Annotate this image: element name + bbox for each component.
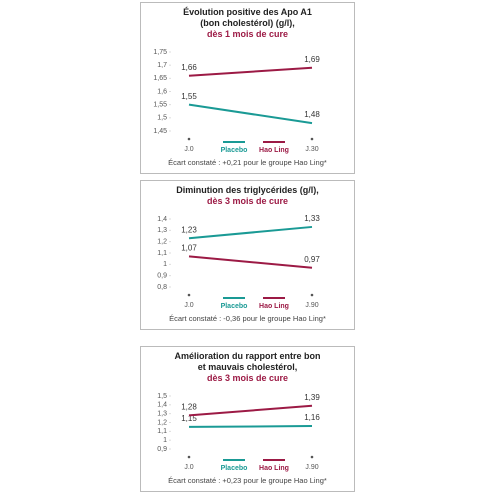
legend-label: Hao Ling <box>259 147 289 154</box>
legend-label: Hao Ling <box>259 465 289 472</box>
y-tick-label: 0,8 <box>157 284 167 291</box>
y-tick-label: 1,4 <box>157 402 167 409</box>
y-tick-label: 1,7 <box>157 62 167 69</box>
y-tick-label: 0,9 <box>157 446 167 453</box>
series-line <box>188 66 313 77</box>
chart-note: Écart constaté : -0,36 pour le groupe Ha… <box>169 314 326 323</box>
legend-label: Hao Ling <box>259 303 289 310</box>
x-tick-label: J.0 <box>184 464 193 471</box>
value-label: 1,33 <box>304 214 320 223</box>
series-line <box>188 255 313 269</box>
chart-note: Écart constaté : +0,21 pour le groupe Ha… <box>168 158 327 167</box>
y-tick-label: 1,2 <box>157 239 167 246</box>
chart-panel: Évolution positive des Apo A1 (bon chole… <box>140 2 355 174</box>
x-tick-label: J.0 <box>184 302 193 309</box>
legend-label: Placebo <box>221 303 248 310</box>
chart-title: Amélioration du rapport entre bon et mau… <box>174 351 321 372</box>
series-line <box>188 425 313 428</box>
y-tick-label: 1,75 <box>153 49 167 56</box>
chart-title: Diminution des triglycérides (g/l), <box>176 185 319 195</box>
y-tick-label: 1,6 <box>157 88 167 95</box>
y-tick-label: 0,9 <box>157 273 167 280</box>
value-label: 1,48 <box>304 110 320 119</box>
y-tick-label: 1,1 <box>157 250 167 257</box>
y-tick-label: 1,45 <box>153 128 167 135</box>
chart-subtitle: dès 3 mois de cure <box>206 373 289 383</box>
value-label: 1,23 <box>181 225 197 234</box>
value-label: 1,69 <box>304 55 320 64</box>
value-label: 1,28 <box>181 403 197 412</box>
chart-panel: Diminution des triglycérides (g/l), dès 3… <box>140 180 355 330</box>
x-tick-dot <box>310 293 314 297</box>
series-line <box>188 103 313 125</box>
x-tick-dot <box>310 455 314 459</box>
x-tick-dot <box>187 293 191 297</box>
chart-subtitle: dès 1 mois de cure <box>206 29 289 39</box>
x-tick-label: J.90 <box>305 464 318 471</box>
y-tick-label: 1 <box>163 261 167 268</box>
chart-note: Écart constaté : +0,23 pour le groupe Ha… <box>168 476 327 485</box>
value-label: 1,16 <box>304 413 320 422</box>
chart-title: Évolution positive des Apo A1 (bon chole… <box>183 7 312 28</box>
value-label: 1,55 <box>181 92 197 101</box>
value-label: 0,97 <box>304 255 320 264</box>
y-tick-label: 1,5 <box>157 115 167 122</box>
y-tick-label: 1,55 <box>153 102 167 109</box>
y-tick-label: 1,5 <box>157 393 167 400</box>
x-tick-dot <box>187 137 191 141</box>
value-label: 1,15 <box>181 414 197 423</box>
legend-label: Placebo <box>221 465 248 472</box>
legend-label: Placebo <box>221 147 248 154</box>
chart: 1,45 1,5 1,55 1,6 1,65 1,7 1,75 J.0 J.30 Placebo H… <box>153 49 320 154</box>
series-line <box>188 404 313 417</box>
x-tick-dot <box>310 137 314 141</box>
y-tick-label: 1,3 <box>157 227 167 234</box>
y-tick-label: 1,3 <box>157 411 167 418</box>
y-tick-label: 1 <box>163 437 167 444</box>
x-tick-dot <box>187 455 191 459</box>
series-line <box>188 225 313 240</box>
chart: 0,8 0,9 1 1,1 1,2 1,3 1,4 J.0 J.90 Placebo Hao Lin… <box>157 214 320 310</box>
y-tick-label: 1,2 <box>157 419 167 426</box>
chart-subtitle: dès 3 mois de cure <box>206 196 289 206</box>
y-tick-label: 1,1 <box>157 428 167 435</box>
value-label: 1,07 <box>181 244 197 253</box>
x-tick-label: J.30 <box>305 146 318 153</box>
value-label: 1,39 <box>304 393 320 402</box>
chart: 0,9 1 1,1 1,21,3 1,4 1,5 J.0 J.90 Placebo Hao Lin… <box>157 393 320 472</box>
y-tick-label: 1,4 <box>157 216 167 223</box>
value-label: 1,66 <box>181 63 197 72</box>
y-tick-label: 1,65 <box>153 75 167 82</box>
x-tick-label: J.90 <box>305 302 318 309</box>
chart-panel: Amélioration du rapport entre bon et mau… <box>140 346 355 492</box>
x-tick-label: J.0 <box>184 146 193 153</box>
